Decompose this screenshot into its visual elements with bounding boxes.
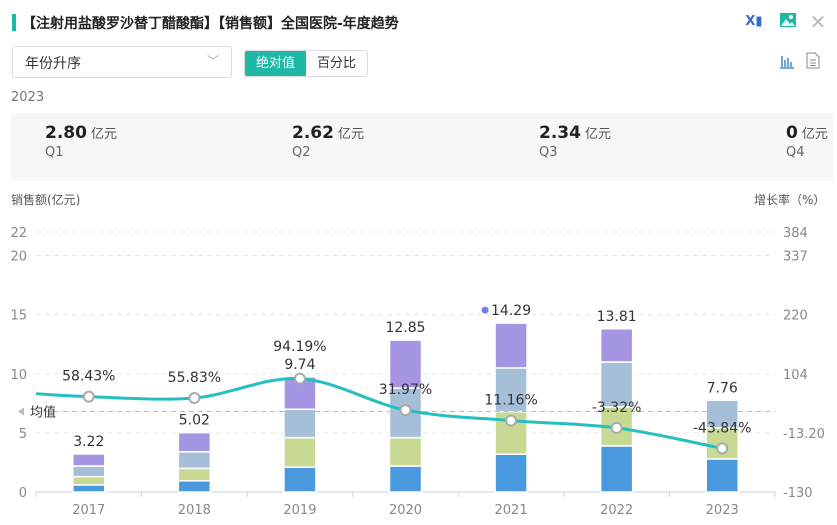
tab-absolute[interactable]: 绝对值: [245, 51, 307, 76]
growth-label: -43.84%: [693, 420, 751, 436]
card-label: Q4: [786, 145, 805, 160]
card-q4: 0 亿元 Q4: [786, 123, 828, 160]
growth-label: -3.32%: [592, 400, 642, 416]
card-unit: 亿元: [584, 127, 611, 142]
value-mode-toggle: 绝对值 百分比: [244, 50, 369, 77]
growth-point: [610, 421, 623, 434]
y-tick-label: 0: [19, 486, 27, 501]
bar-total-label: 13.81: [597, 309, 637, 325]
bar-segment: [177, 480, 212, 493]
growth-point: [505, 414, 518, 427]
x-tick-label: 2018: [178, 503, 211, 518]
hover-marker-icon: [481, 306, 489, 314]
quarter-cards: 2.80 亿元 Q1 2.62 亿元 Q2 2.34 亿元 Q3 0 亿元 Q4: [11, 113, 833, 181]
bar-segment: [177, 467, 212, 482]
bar-segment: [599, 445, 634, 493]
card-value: 0: [786, 123, 798, 143]
chevron-down-icon: ﹀: [206, 54, 219, 68]
y2-axis-title: 增长率（%）: [754, 193, 826, 207]
card-value: 2.80: [45, 123, 87, 143]
card-unit: 亿元: [337, 127, 364, 142]
card-unit: 亿元: [801, 127, 828, 142]
y2-tick-label: 104: [783, 368, 808, 383]
card-value: 2.34: [539, 123, 581, 143]
bar-segment: [72, 484, 106, 493]
x-tick-label: 2023: [706, 503, 739, 518]
y-axis-title: 销售额(亿元): [11, 193, 81, 207]
y-tick-label: 22: [10, 226, 27, 241]
document-icon[interactable]: [806, 52, 820, 73]
bar-segment: [494, 322, 528, 369]
bar-segment: [283, 436, 317, 468]
y-tick-label: 5: [19, 427, 27, 442]
mean-label: 均值: [30, 404, 56, 420]
bar-segment: [388, 436, 423, 467]
card-label: Q2: [292, 145, 311, 160]
excel-export-icon[interactable]: X▮: [745, 14, 763, 29]
growth-label: 11.16%: [484, 393, 537, 409]
growth-point: [716, 442, 729, 455]
sort-select-value: 年份升序: [25, 56, 81, 72]
x-tick-label: 2017: [72, 503, 105, 518]
tab-percent[interactable]: 百分比: [317, 56, 357, 71]
page-title: 【注射用盐酸罗沙替丁醋酸酯】【销售额】全国医院-年度趋势: [22, 16, 399, 32]
bar-segment: [177, 451, 212, 470]
bar-total-label: 9.74: [284, 357, 315, 373]
growth-label: 55.83%: [168, 370, 221, 386]
y2-tick-label: -130: [783, 486, 813, 501]
x-tick-label: 2022: [600, 503, 633, 518]
growth-point: [293, 372, 306, 385]
growth-label: 31.97%: [379, 382, 432, 398]
close-icon[interactable]: ✕: [809, 10, 827, 34]
bar-segment: [705, 458, 739, 493]
bar-segment: [72, 475, 106, 486]
bar-segment: [388, 339, 423, 389]
growth-point: [399, 404, 412, 417]
bar-segment: [72, 465, 106, 478]
bar-segment: [283, 408, 317, 439]
card-q1: 2.80 亿元 Q1: [45, 123, 117, 160]
bar-total-label: 7.76: [707, 380, 738, 396]
card-q3: 2.34 亿元 Q3: [539, 123, 611, 160]
bar-segment: [599, 328, 634, 363]
y-tick-label: 10: [10, 368, 27, 383]
bar-segment: [494, 453, 528, 493]
y2-tick-label: -13.20: [783, 427, 825, 442]
growth-point: [82, 390, 95, 403]
bar-segment: [72, 453, 106, 467]
bar-total-label: 5.02: [179, 413, 210, 429]
x-tick-label: 2019: [283, 503, 316, 518]
y2-tick-label: 384: [783, 226, 808, 241]
title-accent: [12, 14, 16, 31]
bar-total-label: 3.22: [73, 434, 104, 450]
bar-total-label: 12.85: [385, 320, 425, 336]
image-export-icon[interactable]: [778, 12, 798, 32]
bar-segment: [705, 399, 739, 429]
growth-label: 58.43%: [62, 369, 115, 385]
y2-tick-label: 337: [783, 250, 808, 265]
mean-arrow-icon: [18, 407, 24, 416]
card-label: Q1: [45, 145, 64, 160]
card-unit: 亿元: [90, 127, 117, 142]
sort-select[interactable]: 年份升序 ﹀: [12, 46, 232, 78]
y2-tick-label: 220: [783, 309, 808, 324]
growth-label: 94.19%: [273, 339, 326, 355]
bar-segment: [177, 431, 212, 453]
card-q2: 2.62 亿元 Q2: [292, 123, 364, 160]
card-value: 2.62: [292, 123, 334, 143]
bar-segment: [283, 466, 317, 493]
bar-total-label: 14.29: [491, 303, 531, 319]
bar-chart-icon[interactable]: [779, 53, 795, 73]
y-tick-label: 20: [10, 250, 27, 265]
summary-year: 2023: [11, 90, 45, 105]
growth-line: [35, 377, 723, 450]
growth-point: [188, 392, 201, 405]
bar-segment: [388, 465, 423, 493]
x-tick-label: 2020: [389, 503, 422, 518]
card-label: Q3: [539, 145, 558, 160]
x-tick-label: 2021: [495, 503, 528, 518]
y-tick-label: 15: [10, 309, 27, 324]
